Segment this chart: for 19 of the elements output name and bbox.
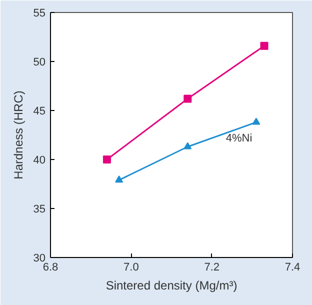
y-tick-label: 50 [33,56,46,68]
x-tick-label: 6.8 [42,262,58,274]
x-tick-label: 7.2 [204,262,220,274]
y-tick-label: 35 [33,204,46,216]
y-axis-title: Hardness (HRC) [11,90,26,180]
point [115,176,124,183]
series-label: 4%Ni [226,132,252,144]
x-tick-label: 7.0 [124,262,139,274]
y-tick-label: 30 [33,252,46,264]
x-axis-title: Sintered density (Mg/m³) [106,278,238,292]
point [102,156,111,164]
point [184,142,192,150]
y-tick-label: 45 [33,106,46,118]
y-tick-label: 40 [33,154,46,166]
point [260,42,268,50]
y-tick-label: 55 [33,8,46,20]
x-tick-label: 7.4 [284,262,300,274]
point [184,94,192,103]
point [252,118,260,125]
